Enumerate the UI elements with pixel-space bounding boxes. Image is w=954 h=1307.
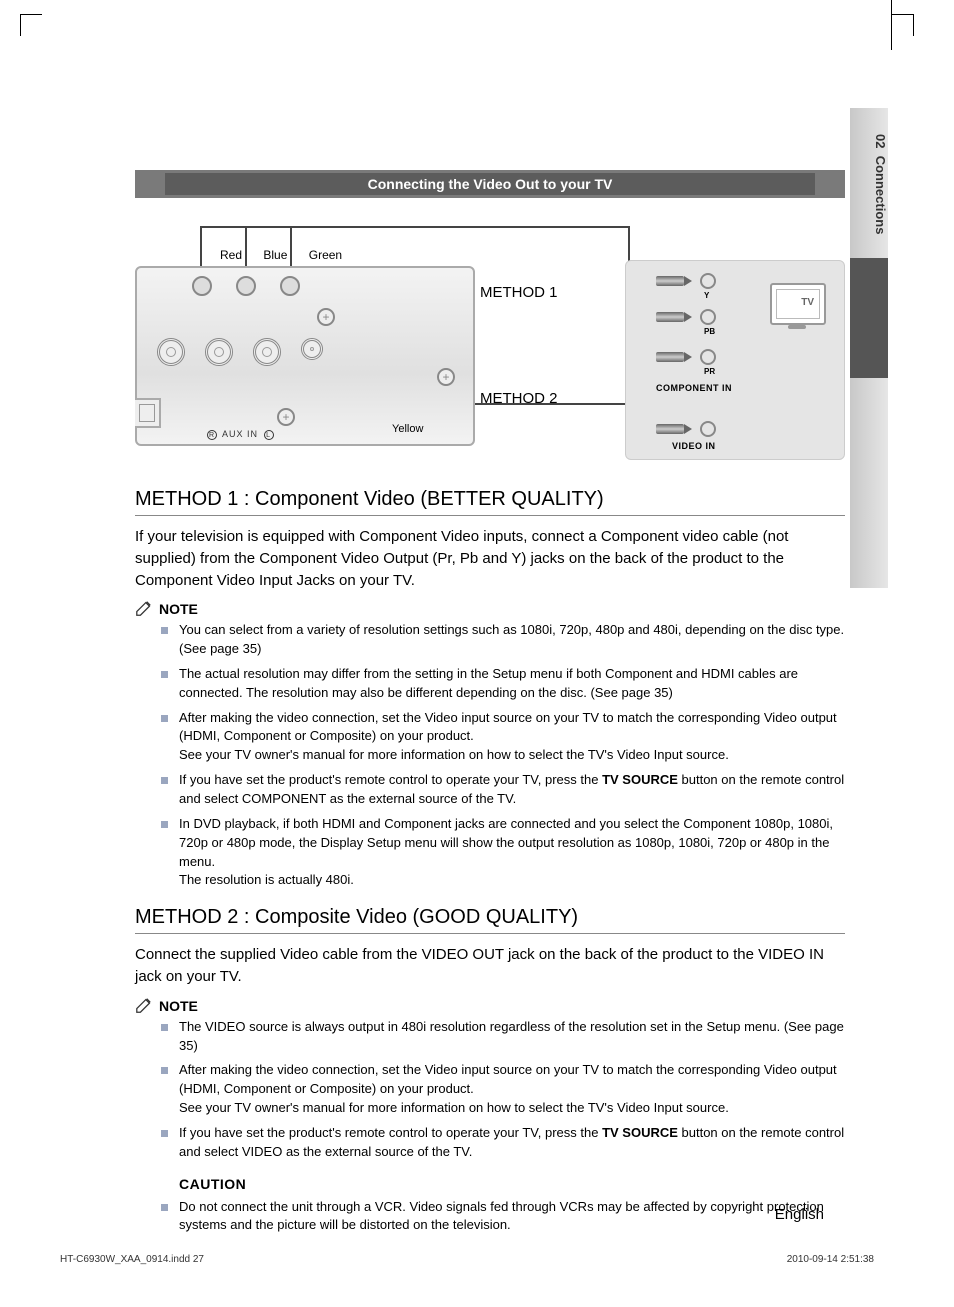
plug-icon [656, 312, 684, 322]
note-pencil-icon [135, 996, 153, 1014]
aux-in-label: R AUX IN L [205, 429, 276, 440]
footer-timestamp: 2010-09-14 2:51:38 [787, 1254, 874, 1265]
method1-body: If your television is equipped with Comp… [135, 526, 845, 591]
note-item: The VIDEO source is always output in 480… [179, 1018, 845, 1056]
chapter-tab-label: 02 Connections [850, 116, 888, 246]
jack-icon [700, 309, 716, 325]
note-heading: NOTE [159, 601, 845, 617]
component-in-label: COMPONENT IN [656, 383, 732, 393]
footer-filename: HT-C6930W_XAA_0914.indd 27 [60, 1254, 204, 1265]
component-out-jack [280, 276, 300, 296]
screw-icon [317, 308, 335, 326]
method1-arrow-label: METHOD 1 [480, 284, 558, 301]
page-language: English [775, 1206, 824, 1223]
method2-notes-list: The VIDEO source is always output in 480… [135, 1018, 845, 1162]
rca-jack [205, 338, 233, 366]
method2-title: METHOD 2 : Composite Video (GOOD QUALITY… [135, 906, 845, 934]
note-item: In DVD playback, if both HDMI and Compon… [179, 815, 845, 890]
rca-jack [157, 338, 185, 366]
method2-section: METHOD 2 : Composite Video (GOOD QUALITY… [135, 906, 845, 1235]
note-item: After making the video connection, set t… [179, 1061, 845, 1118]
section-banner: Connecting the Video Out to your TV [135, 170, 845, 198]
tv-icon-label: TV [801, 297, 814, 308]
method1-notes-list: You can select from a variety of resolut… [135, 621, 845, 890]
jack-icon [700, 421, 716, 437]
caution-heading: CAUTION [179, 1176, 845, 1192]
component-out-jack [236, 276, 256, 296]
note-item: You can select from a variety of resolut… [179, 621, 845, 659]
jack-icon [700, 273, 716, 289]
note-item: If you have set the product's remote con… [179, 771, 845, 809]
plug-icon [656, 424, 684, 434]
device-rear-panel: R AUX IN L Yellow [135, 266, 475, 446]
lan-port [135, 398, 161, 428]
component-out-jack [192, 276, 212, 296]
method2-arrow-label: METHOD 2 [480, 390, 558, 407]
note-item: If you have set the product's remote con… [179, 1124, 845, 1162]
video-in-label: VIDEO IN [672, 441, 716, 451]
connection-diagram: Red Blue Green [135, 208, 845, 458]
jack-icon [700, 349, 716, 365]
y-jack-label: Y [704, 291, 709, 300]
method2-body: Connect the supplied Video cable from th… [135, 944, 845, 988]
plug-icon [656, 352, 684, 362]
pr-jack-label: PR [704, 367, 715, 376]
section-banner-title: Connecting the Video Out to your TV [165, 173, 815, 195]
yellow-label: Yellow [392, 423, 423, 435]
chapter-tab: 02 Connections [850, 108, 888, 588]
crop-mark-tr [892, 14, 914, 36]
tv-input-panel: Y PB PR COMPONENT IN VIDEO IN TV [625, 260, 845, 460]
note-item: Do not connect the unit through a VCR. V… [179, 1198, 845, 1236]
note-pencil-icon [135, 599, 153, 617]
method1-section: METHOD 1 : Component Video (BETTER QUALI… [135, 488, 845, 890]
note-item: The actual resolution may differ from th… [179, 665, 845, 703]
video-out-jack [301, 338, 323, 360]
ruler-mark [891, 0, 892, 50]
note-item: After making the video connection, set t… [179, 709, 845, 766]
screw-icon [437, 368, 455, 386]
plug-icon [656, 276, 684, 286]
tv-icon [770, 283, 826, 325]
pb-jack-label: PB [704, 327, 715, 336]
method1-title: METHOD 1 : Component Video (BETTER QUALI… [135, 488, 845, 516]
screw-icon [277, 408, 295, 426]
caution-notes-list: Do not connect the unit through a VCR. V… [135, 1198, 845, 1236]
note-heading: NOTE [159, 998, 845, 1014]
crop-mark-tl [20, 14, 42, 36]
rca-jack [253, 338, 281, 366]
